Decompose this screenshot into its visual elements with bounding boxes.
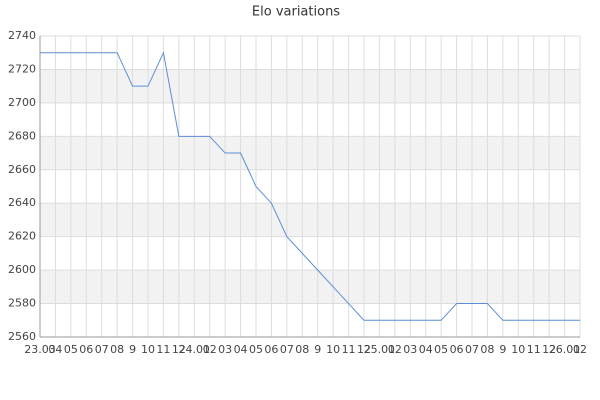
x-tick-label: 08 (110, 343, 124, 356)
x-tick-label: 10 (326, 343, 340, 356)
x-tick-label: 02 (203, 343, 217, 356)
x-tick-label: 06 (264, 343, 278, 356)
x-tick-label: 10 (511, 343, 525, 356)
x-tick-label: 05 (64, 343, 78, 356)
grid-band (40, 136, 580, 170)
y-tick-label: 2740 (8, 29, 36, 42)
x-tick-label: 9 (314, 343, 321, 356)
y-tick-label: 2720 (8, 62, 36, 75)
y-tick-label: 2620 (8, 230, 36, 243)
x-tick-label: 06 (450, 343, 464, 356)
x-tick-label: 10 (141, 343, 155, 356)
y-tick-label: 2700 (8, 96, 36, 109)
x-tick-label: 05 (434, 343, 448, 356)
x-tick-label: 07 (465, 343, 479, 356)
x-tick-label: 07 (280, 343, 294, 356)
x-tick-label: 12 (542, 343, 556, 356)
y-tick-label: 2600 (8, 263, 36, 276)
x-tick-label: 02 (388, 343, 402, 356)
x-tick-label: 11 (342, 343, 356, 356)
x-tick-label: 05 (249, 343, 263, 356)
grid-band (40, 270, 580, 304)
x-tick-label: 9 (129, 343, 136, 356)
x-tick-label: 08 (480, 343, 494, 356)
x-tick-label: 23.03 (24, 343, 56, 356)
y-tick-label: 2680 (8, 129, 36, 142)
x-tick-label: 24.01 (179, 343, 211, 356)
grid-band (40, 69, 580, 103)
x-tick-label: 9 (499, 343, 506, 356)
series-line (40, 51, 580, 321)
x-tick-label: 25.01 (364, 343, 396, 356)
x-tick-label: 04 (419, 343, 433, 356)
x-tick-label: 03 (403, 343, 417, 356)
x-tick-label: 12 (172, 343, 186, 356)
x-tick-label: 06 (79, 343, 93, 356)
x-tick-label: 11 (527, 343, 541, 356)
y-tick-label: 2640 (8, 196, 36, 209)
chart-title: Elo variations (252, 5, 340, 20)
x-tick-label: 04 (48, 343, 62, 356)
x-tick-label: 04 (234, 343, 248, 356)
x-tick-label: 02 (573, 343, 587, 356)
y-tick-label: 2580 (8, 297, 36, 310)
x-tick-label: 08 (295, 343, 309, 356)
y-tick-label: 2660 (8, 163, 36, 176)
x-tick-label: 12 (357, 343, 371, 356)
grid-band (40, 203, 580, 237)
x-tick-label: 07 (95, 343, 109, 356)
y-tick-label: 2560 (8, 330, 36, 343)
x-tick-label: 03 (218, 343, 232, 356)
x-tick-label: 26.01 (549, 343, 581, 356)
x-tick-label: 11 (156, 343, 170, 356)
